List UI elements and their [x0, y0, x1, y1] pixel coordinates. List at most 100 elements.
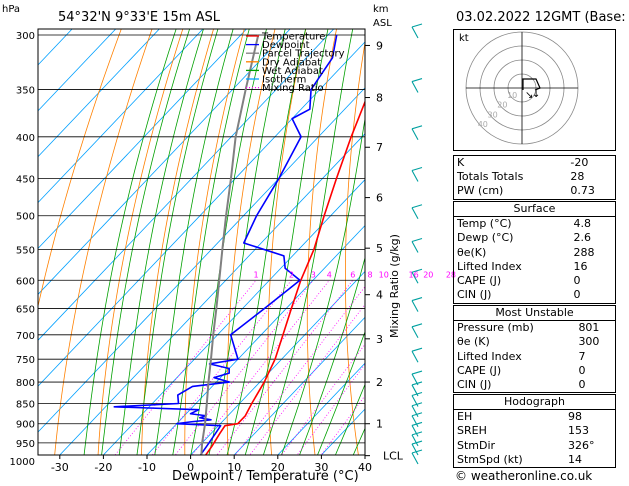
datetime-title: 03.02.2022 12GMT (Base: 12) — [456, 10, 629, 25]
wind-barb — [411, 434, 419, 447]
index-row-k: K -20 — [457, 156, 589, 170]
asl-unit-label: ASL — [373, 18, 392, 29]
mixing-ratio-label: 8 — [367, 270, 372, 279]
km-unit-label: km — [373, 4, 389, 15]
pressure-tick-label: 500 — [16, 212, 35, 223]
hodograph-ring-label: 30 — [488, 110, 498, 119]
footer-credit: © weatheronline.co.uk — [455, 469, 593, 483]
index-row-pw: PW (cm) 0.73 — [457, 184, 595, 198]
surface-row: Lifted Index 16 — [457, 259, 588, 273]
wind-barb-flag — [411, 347, 423, 352]
pressure-tick-label: 600 — [16, 276, 35, 287]
dry-adiabat-line — [38, 29, 122, 309]
mixing-ratio-line — [234, 286, 365, 455]
pressure-tick-label: 750 — [16, 355, 35, 366]
index-row-tt: Totals Totals 28 — [457, 170, 585, 184]
wind-barb — [411, 415, 419, 427]
isotherm-line — [38, 41, 365, 387]
mixing-ratio-label: 1 — [254, 270, 259, 279]
surface-row: Dewp (°C) 2.6 — [457, 231, 592, 245]
legend-entry: Mixing Ratio — [262, 83, 324, 94]
legend-entry: Wet Adiabat — [262, 66, 323, 77]
unstable-row: θe (K) 300 — [457, 335, 600, 349]
pressure-tick-label: 450 — [16, 174, 35, 185]
isotherm-line — [102, 179, 365, 455]
unstable-row: Pressure (mb) 801 — [457, 321, 600, 335]
mixing-ratio-line — [174, 280, 314, 455]
hpa-unit-label: hPa — [2, 4, 20, 15]
indices-box-surface — [453, 201, 616, 304]
km-tick-label: 8 — [376, 92, 383, 105]
mixing-ratio-line — [151, 280, 292, 455]
legend-entry: Dry Adiabat — [262, 57, 321, 68]
indices-box-top — [453, 155, 616, 200]
x-tick-label: 0 — [187, 461, 194, 474]
isotherm-line — [146, 224, 365, 455]
wet-adiabat-line — [154, 29, 234, 455]
hodograph-trace — [522, 78, 541, 91]
wind-barb-flag — [411, 370, 423, 375]
wind-barb — [411, 425, 419, 437]
mixing-ratio-label: 6 — [350, 270, 355, 279]
wind-barb-flag — [411, 402, 423, 407]
km-tick-label: 1 — [376, 418, 383, 431]
mixing-ratio-axis-label: Mixing Ratio (g/kg) — [388, 234, 401, 338]
hodograph-ring-label: 40 — [478, 120, 488, 129]
plot-frame — [37, 28, 366, 456]
isotherm-line — [38, 29, 204, 204]
dry-adiabat-line — [141, 29, 214, 455]
x-tick-label: -10 — [138, 461, 156, 474]
wind-barb-flag — [411, 23, 423, 28]
isotherm-line — [190, 270, 365, 455]
x-tick-label: -30 — [51, 461, 69, 474]
wind-barb — [411, 26, 419, 39]
pressure-tick-label: 900 — [16, 420, 35, 431]
wind-barb — [411, 81, 419, 93]
wind-barb-flag — [411, 381, 423, 386]
wind-barb — [411, 452, 419, 465]
wind-barb — [411, 350, 419, 363]
mixing-ratio-line — [249, 303, 365, 455]
surface-row: Temp (°C) 4.8 — [457, 217, 592, 231]
location-title: 54°32'N 9°33'E 15m ASL — [58, 10, 221, 25]
hodo-row: StmSpd (kt) 14 — [457, 452, 583, 466]
wind-barb — [411, 207, 419, 220]
pressure-tick-label: 300 — [16, 31, 35, 42]
wind-barb — [411, 300, 419, 312]
mixing-ratio-label: 20 — [423, 270, 433, 279]
pressure-tick-label: 700 — [16, 331, 35, 342]
pressure-tick-label: 650 — [16, 305, 35, 316]
series-line-dewpoint — [113, 34, 338, 455]
x-tick-label: 30 — [314, 461, 328, 474]
wind-barb-flag — [411, 297, 423, 302]
indices-table-hodograph: Hodograph EH 98 SREH 153 StmDir 326° StmSpd… — [453, 395, 616, 467]
storm-motion-arrow: ↓ — [532, 89, 540, 100]
hodograph-ring-label: 20 — [497, 101, 507, 110]
legend-entry: Isotherm — [262, 75, 306, 86]
mixing-ratio-line — [216, 280, 354, 455]
surface-row: CAPE (J) 0 — [457, 274, 581, 288]
wind-barb — [411, 271, 419, 284]
surface-row: θe(K) 288 — [457, 245, 595, 259]
mixing-ratio-label: 10 — [379, 270, 389, 279]
km-tick-label: 6 — [376, 192, 383, 205]
isotherm-line — [38, 29, 160, 158]
indices-table-surface: Surface Temp (°C) 4.8 Dewp (°C) 2.6 θe(K) 2… — [453, 202, 616, 302]
x-tick-label: -20 — [94, 461, 112, 474]
wet-adiabat-line — [352, 427, 365, 455]
pressure-tick-label: 400 — [16, 133, 35, 144]
mixing-ratio-label: 2 — [289, 270, 294, 279]
wind-barb — [411, 326, 419, 339]
mixing-ratio-line — [191, 280, 330, 455]
pressure-tick-label: 350 — [16, 86, 35, 97]
isotherm-line — [233, 316, 365, 455]
series-line-temperature — [204, 99, 365, 455]
mixing-ratio-label: 28 — [446, 270, 456, 279]
hodo-row: StmDir 326° — [457, 438, 595, 452]
hodograph-frame — [453, 29, 616, 151]
km-tick-label: 5 — [376, 242, 383, 255]
isotherm-line — [38, 87, 365, 433]
unstable-row: CIN (J) 0 — [457, 378, 586, 392]
